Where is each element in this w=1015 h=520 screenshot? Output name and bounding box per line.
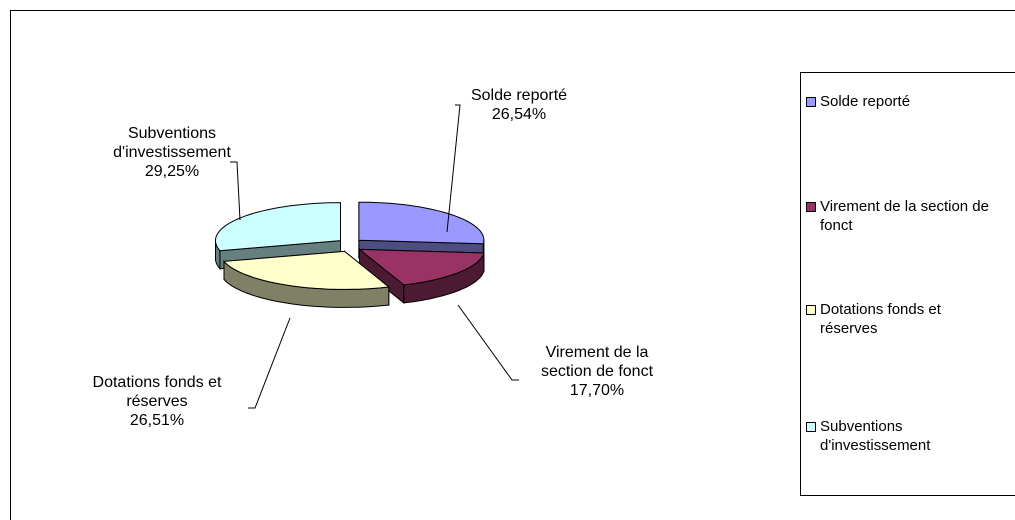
legend-entry: Virement de la section de fonct xyxy=(820,197,1000,235)
data-label: Dotations fonds et réserves 26,51% xyxy=(82,373,232,430)
slice xyxy=(222,250,391,290)
category-label: Dotations fonds et réserves xyxy=(92,374,222,410)
slice xyxy=(358,248,485,286)
slice xyxy=(358,201,485,245)
slice xyxy=(215,202,341,252)
leader-line xyxy=(446,104,461,233)
legend-box xyxy=(800,72,1015,496)
data-label: Virement de la section de fonct 17,70% xyxy=(522,343,672,400)
legend-entry: Subventions d'investissement xyxy=(820,417,1000,455)
legend-label: Subventions d'investissement xyxy=(820,418,931,454)
value-label: 26,51% xyxy=(129,412,185,429)
legend-label: Dotations fonds et réserves xyxy=(820,301,941,337)
legend-label: Virement de la section de fonct xyxy=(820,198,989,234)
leader-line xyxy=(457,304,519,381)
value-label: 17,70% xyxy=(569,382,625,399)
leader-line xyxy=(230,161,241,221)
category-label: Solde reporté xyxy=(470,87,568,104)
legend-label: Solde reporté xyxy=(820,93,911,110)
legend-swatch xyxy=(806,97,816,107)
category-label: Virement de la section de fonct xyxy=(540,344,654,380)
value-label: 26,54% xyxy=(491,106,547,123)
legend-swatch xyxy=(806,202,816,212)
leader-line xyxy=(248,317,291,409)
legend-swatch xyxy=(806,422,816,432)
legend-entry: Solde reporté xyxy=(820,92,1000,111)
legend-swatch xyxy=(806,305,816,315)
value-label: 29,25% xyxy=(144,163,200,180)
legend-entry: Dotations fonds et réserves xyxy=(820,300,1000,338)
category-label: Subventions d'investissement xyxy=(113,125,231,161)
data-label: Subventions d'investissement 29,25% xyxy=(97,124,247,181)
data-label: Solde reporté 26,54% xyxy=(444,86,594,124)
